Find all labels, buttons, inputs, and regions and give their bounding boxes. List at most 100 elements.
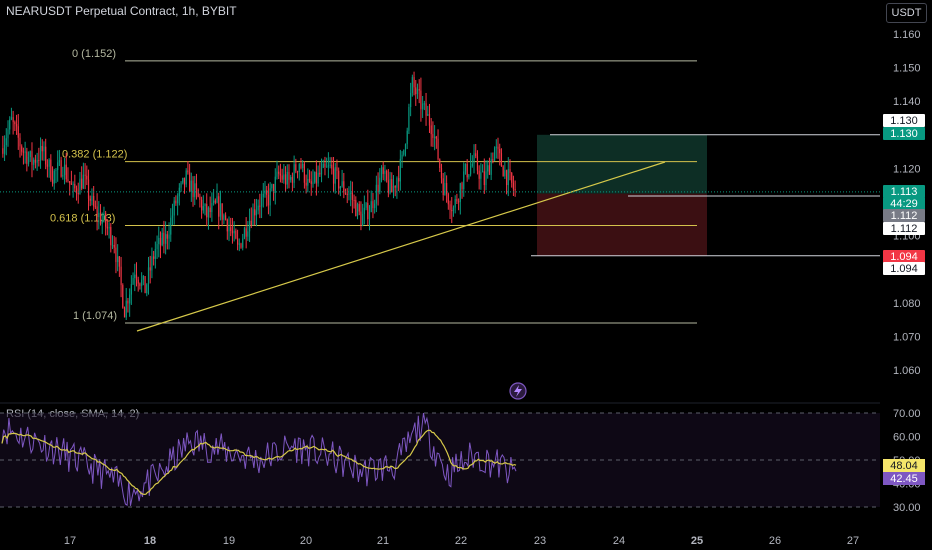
time-tick-label: 25 <box>691 535 703 547</box>
candle-body <box>67 179 69 182</box>
candle-body <box>259 205 261 207</box>
candle-body <box>238 243 240 245</box>
candle-body <box>300 164 302 169</box>
candle-body <box>89 198 91 201</box>
candle-body <box>182 177 184 183</box>
candle-body <box>111 244 114 246</box>
candle-body <box>108 227 110 229</box>
candle-body <box>113 244 115 248</box>
candle-body <box>117 256 119 263</box>
candle-body <box>27 157 30 164</box>
candle-body <box>511 172 513 183</box>
candle-body <box>410 92 412 108</box>
candle-body <box>154 249 156 259</box>
candle-body <box>415 87 417 95</box>
candle-body <box>228 227 230 232</box>
candle-body <box>98 212 100 217</box>
candle-body <box>475 153 477 157</box>
candle-body <box>447 194 449 205</box>
candle-body <box>141 279 143 286</box>
candle-body <box>257 205 259 211</box>
candle-body <box>146 284 148 294</box>
candle-body <box>398 178 400 182</box>
candle-body <box>206 203 208 218</box>
candle-body <box>350 192 352 194</box>
candle-body <box>315 171 317 184</box>
candle-body <box>418 89 420 91</box>
candle-body <box>512 182 515 190</box>
candle-body <box>24 151 26 153</box>
current-price-tag-bg <box>883 185 925 198</box>
candle-body <box>295 164 297 172</box>
candle-body <box>166 234 168 239</box>
candle-body <box>211 203 213 213</box>
candle-body <box>509 169 511 173</box>
candle-body <box>3 145 6 154</box>
candle-body <box>422 103 424 110</box>
entry-price-tag-2: 1.112 <box>891 223 918 235</box>
candle-body <box>247 231 249 237</box>
candle-body <box>178 187 180 197</box>
rsi-tick-label: 70.00 <box>893 408 921 420</box>
candle-body <box>38 160 40 162</box>
candle-body <box>147 267 150 285</box>
target-price-tag: 1.130 <box>890 115 918 127</box>
candle-body <box>331 164 333 169</box>
candle-body <box>272 184 275 194</box>
candle-body <box>84 174 86 176</box>
candle-body <box>22 151 25 153</box>
candle-body <box>281 175 283 180</box>
candle-body <box>118 256 120 267</box>
rsi-pane <box>0 412 880 508</box>
candle-body <box>492 159 494 161</box>
stop-loss-zone <box>537 193 707 256</box>
candle-body <box>296 171 299 173</box>
candle-body <box>123 307 126 318</box>
candle-body <box>65 164 67 180</box>
candle-body <box>408 107 410 131</box>
candle-body <box>461 183 463 190</box>
candle-body <box>365 202 367 208</box>
candle-body <box>444 183 446 196</box>
target-price-tag-2: 1.130 <box>890 128 918 140</box>
candle-body <box>456 199 458 202</box>
time-tick-label: 17 <box>64 535 76 547</box>
candle-body <box>209 207 211 213</box>
candle-body <box>271 184 273 189</box>
candle-body <box>163 232 165 244</box>
candle-body <box>439 159 441 168</box>
candle-body <box>308 178 311 182</box>
candle-body <box>201 199 203 211</box>
candle-body <box>245 228 247 237</box>
time-tick-label: 23 <box>534 535 546 547</box>
fibonacci-levels: 0 (1.152)0.382 (1.122)0.618 (1.103)1 (1.… <box>50 48 697 324</box>
candle-body <box>242 238 244 248</box>
candle-body <box>87 179 90 199</box>
stop-price-tag-2-bg <box>883 262 925 275</box>
time-tick-label: 18 <box>144 535 156 547</box>
candle-body <box>490 159 492 175</box>
lightning-icon[interactable] <box>509 382 527 400</box>
candle-body <box>218 196 220 217</box>
candle-body <box>51 179 54 184</box>
candle-body <box>260 197 263 207</box>
target-price-tag-2-bg <box>883 127 925 140</box>
candle-body <box>404 144 407 150</box>
candle-body <box>262 193 264 198</box>
candle-body <box>386 170 388 181</box>
fib-level-label: 0 (1.152) <box>72 48 116 60</box>
candle-body <box>105 213 107 227</box>
candle-body <box>10 117 13 120</box>
candle-body <box>396 178 398 188</box>
candle-body <box>46 164 49 167</box>
currency-button[interactable]: USDT <box>886 3 927 23</box>
candle-body <box>442 178 444 196</box>
candle-body <box>384 170 386 174</box>
candle-body <box>286 171 288 185</box>
candle-body <box>507 169 509 186</box>
candle-body <box>9 119 11 130</box>
candle-body <box>488 165 491 175</box>
candle-body <box>466 164 468 178</box>
candle-body <box>375 184 377 204</box>
